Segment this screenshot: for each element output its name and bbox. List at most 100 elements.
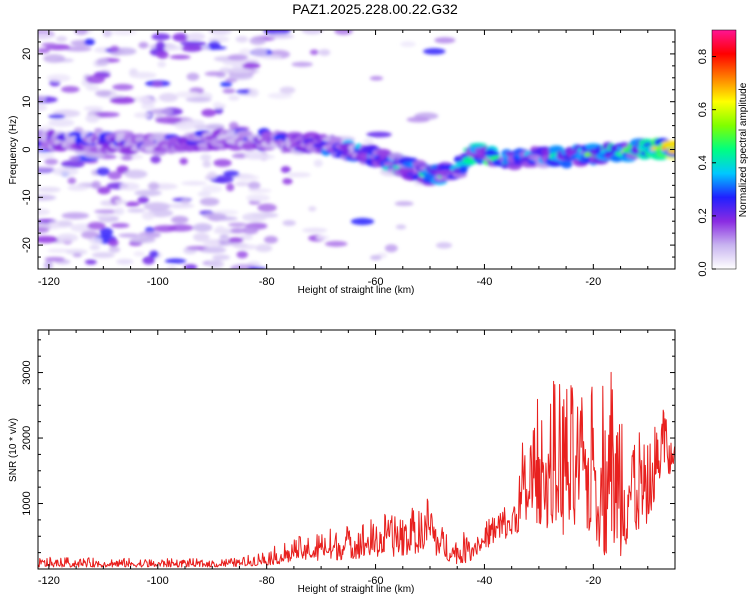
spectrogram-blobs bbox=[38, 30, 675, 269]
spectrogram-noise-blob bbox=[44, 256, 65, 262]
spectrogram-noise-blob bbox=[41, 42, 57, 47]
spectrogram-noise-blob bbox=[97, 186, 111, 195]
spectrogram-noise-blob bbox=[56, 233, 79, 243]
spectrogram-noise-blob bbox=[186, 245, 210, 251]
spectrogram-noise-blob bbox=[109, 96, 136, 104]
spectrogram-noise-blob bbox=[89, 237, 103, 245]
spectrogram-noise-blob bbox=[363, 138, 374, 145]
spectrogram-noise-blob bbox=[167, 203, 195, 209]
spectrogram-noise-blob bbox=[44, 158, 59, 165]
x-tick-label: -80 bbox=[259, 575, 275, 587]
x-tick-label: -100 bbox=[147, 575, 169, 587]
colorbar-tick-label: 0.0 bbox=[697, 261, 709, 276]
spectrogram-noise-blob bbox=[174, 121, 196, 131]
spectrogram-noise-blob bbox=[96, 214, 112, 219]
spectrogram-noise-blob bbox=[85, 75, 105, 84]
spectrogram-noise-blob bbox=[334, 30, 353, 36]
spectrogram-noise-blob bbox=[280, 166, 291, 174]
spectrogram-noise-blob bbox=[257, 203, 277, 212]
spectrogram-noise-blob bbox=[212, 254, 231, 261]
spectrogram-y-axis-label: Frequency (Hz) bbox=[8, 116, 19, 185]
spectrogram-noise-blob bbox=[202, 238, 221, 248]
x-tick-label: -20 bbox=[585, 575, 601, 587]
spectrogram-noise-blob bbox=[84, 259, 97, 265]
y-tick-label: 1000 bbox=[21, 491, 33, 515]
spectrogram-noise-blob bbox=[350, 217, 375, 226]
spectrogram-y-ticks: -20 -10 0 10 20 bbox=[21, 29, 675, 270]
spectrogram-noise-blob bbox=[193, 232, 210, 242]
spectrogram-noise-blob bbox=[133, 251, 145, 257]
spectrogram-noise-blob bbox=[67, 177, 77, 185]
spectrogram-noise-blob bbox=[219, 234, 229, 240]
spectrogram-noise-blob bbox=[406, 116, 430, 123]
spectrogram-noise-blob bbox=[208, 36, 230, 43]
spectrogram-noise-blob bbox=[291, 61, 313, 67]
spectrogram-noise-blob bbox=[282, 178, 293, 185]
spectrogram-noise-blob bbox=[116, 258, 134, 265]
x-tick-label: -120 bbox=[38, 276, 60, 288]
spectrogram-noise-blob bbox=[72, 253, 82, 258]
spectrogram-noise-blob bbox=[155, 41, 166, 51]
spectrogram-noise-blob bbox=[434, 37, 456, 44]
spectrogram-noise-blob bbox=[137, 196, 149, 204]
spectrogram-noise-blob bbox=[242, 212, 268, 222]
snr-x-ticks: -120 -100 -80 -60 -40 -20 bbox=[38, 330, 676, 587]
spectrogram-noise-blob bbox=[94, 209, 120, 214]
x-tick-label: -60 bbox=[368, 276, 384, 288]
colorbar-tick-label: 0.6 bbox=[697, 102, 709, 117]
spectrogram-noise-blob bbox=[89, 244, 101, 251]
spectrogram-noise-blob bbox=[400, 41, 416, 48]
spectrogram-noise-blob bbox=[38, 47, 50, 54]
spectrogram-noise-blob bbox=[226, 183, 235, 192]
spectrogram-noise-blob bbox=[202, 212, 227, 219]
spectrogram-noise-blob bbox=[99, 227, 113, 237]
spectrogram-noise-blob bbox=[244, 150, 264, 160]
x-tick-label: -40 bbox=[476, 575, 492, 587]
spectrogram-noise-blob bbox=[141, 102, 155, 110]
spectrogram-ridge-blob bbox=[661, 140, 675, 148]
spectrogram-noise-blob bbox=[215, 225, 226, 234]
spectrogram-noise-blob bbox=[60, 160, 85, 169]
y-tick-label: 3000 bbox=[21, 360, 33, 384]
spectrogram-noise-blob bbox=[201, 108, 217, 117]
x-tick-label: -80 bbox=[259, 276, 275, 288]
spectrogram-noise-blob bbox=[235, 35, 249, 43]
spectrogram-noise-blob bbox=[121, 155, 133, 161]
spectrogram-noise-blob bbox=[43, 54, 66, 63]
spectrogram-noise-blob bbox=[318, 49, 331, 56]
spectrogram-noise-blob bbox=[201, 185, 222, 193]
spectrogram-noise-blob bbox=[324, 240, 348, 247]
spectrogram-noise-blob bbox=[125, 201, 140, 207]
spectrogram-noise-blob bbox=[38, 166, 55, 171]
spectrogram-noise-blob bbox=[48, 114, 66, 119]
spectrogram-noise-blob bbox=[181, 45, 203, 52]
colorbar: 0.0 0.2 0.4 0.6 0.8 Normalized spectral ampl… bbox=[697, 29, 749, 277]
spectrogram-noise-blob bbox=[38, 104, 48, 111]
spectrogram-ridge-blob bbox=[459, 165, 468, 175]
spectrogram-noise-blob bbox=[212, 30, 232, 36]
spectrogram-noise-blob bbox=[203, 246, 227, 254]
spectrogram-noise-blob bbox=[239, 234, 253, 241]
spectrogram-noise-blob bbox=[96, 167, 110, 176]
spectrogram-noise-blob bbox=[38, 186, 61, 193]
spectrogram-noise-blob bbox=[369, 76, 384, 81]
snr-frame bbox=[37, 329, 676, 570]
snr-background bbox=[38, 330, 675, 569]
spectrogram-noise-blob bbox=[316, 235, 330, 240]
snr-series-line bbox=[38, 371, 675, 568]
spectrogram-noise-blob bbox=[152, 80, 163, 88]
spectrogram-noise-blob bbox=[129, 236, 156, 244]
spectrogram-noise-blob bbox=[124, 169, 148, 179]
spectrogram-noise-blob bbox=[55, 36, 68, 42]
spectrogram-noise-blob bbox=[119, 182, 140, 191]
spectrogram-noise-blob bbox=[185, 96, 212, 103]
spectrogram-noise-blob bbox=[186, 72, 200, 81]
spectrogram-noise-blob bbox=[149, 108, 173, 115]
spectrogram-noise-blob bbox=[267, 92, 293, 99]
colorbar-ticks: 0.0 0.2 0.4 0.6 0.8 bbox=[697, 49, 716, 277]
spectrogram-noise-blob bbox=[370, 254, 382, 261]
spectrogram-noise-blob bbox=[222, 60, 246, 66]
spectrogram-noise-blob bbox=[114, 199, 127, 205]
spectrogram-noise-blob bbox=[174, 91, 201, 98]
